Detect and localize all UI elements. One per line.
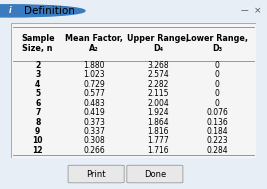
Text: 0.266: 0.266 bbox=[83, 146, 105, 155]
Text: 8: 8 bbox=[35, 118, 40, 126]
Text: 1.880: 1.880 bbox=[84, 61, 105, 70]
Text: 1.023: 1.023 bbox=[83, 70, 105, 79]
Text: 2.574: 2.574 bbox=[147, 70, 169, 79]
Text: 2.282: 2.282 bbox=[147, 80, 169, 89]
Text: 0: 0 bbox=[215, 89, 219, 98]
Text: 1.777: 1.777 bbox=[147, 136, 169, 145]
Text: 1.924: 1.924 bbox=[147, 108, 169, 117]
Circle shape bbox=[0, 5, 85, 17]
Text: Done: Done bbox=[144, 170, 166, 179]
FancyBboxPatch shape bbox=[68, 165, 124, 183]
Text: 10: 10 bbox=[33, 136, 43, 145]
Text: 0.483: 0.483 bbox=[83, 99, 105, 108]
Text: Definition: Definition bbox=[24, 6, 75, 16]
Text: 0.419: 0.419 bbox=[83, 108, 105, 117]
Text: 1.864: 1.864 bbox=[147, 118, 169, 126]
Text: 6: 6 bbox=[35, 99, 40, 108]
Text: 9: 9 bbox=[35, 127, 40, 136]
Text: 0.729: 0.729 bbox=[83, 80, 105, 89]
Text: 0.373: 0.373 bbox=[83, 118, 105, 126]
Text: 0.223: 0.223 bbox=[206, 136, 228, 145]
Text: 1.816: 1.816 bbox=[147, 127, 169, 136]
Text: 3.268: 3.268 bbox=[147, 61, 169, 70]
Text: Sample
Size, n: Sample Size, n bbox=[21, 34, 54, 53]
Text: 2.115: 2.115 bbox=[147, 89, 169, 98]
Text: 4: 4 bbox=[35, 80, 40, 89]
Text: Lower Range,
D₃: Lower Range, D₃ bbox=[186, 34, 248, 53]
Text: Mean Factor,
A₂: Mean Factor, A₂ bbox=[65, 34, 123, 53]
Text: 2.004: 2.004 bbox=[147, 99, 169, 108]
FancyBboxPatch shape bbox=[11, 23, 256, 158]
Text: 0: 0 bbox=[215, 80, 219, 89]
Text: 1.716: 1.716 bbox=[147, 146, 169, 155]
Text: 5: 5 bbox=[35, 89, 40, 98]
Text: 3: 3 bbox=[35, 70, 40, 79]
Text: 0.577: 0.577 bbox=[83, 89, 105, 98]
Text: Upper Range,
D₄: Upper Range, D₄ bbox=[127, 34, 189, 53]
Text: 0: 0 bbox=[215, 70, 219, 79]
Text: 12: 12 bbox=[33, 146, 43, 155]
Text: 0.076: 0.076 bbox=[206, 108, 228, 117]
Text: 0: 0 bbox=[215, 99, 219, 108]
Text: 0.308: 0.308 bbox=[83, 136, 105, 145]
Text: i: i bbox=[9, 6, 11, 15]
Text: Print: Print bbox=[86, 170, 106, 179]
Text: 0.337: 0.337 bbox=[83, 127, 105, 136]
Text: 0.284: 0.284 bbox=[206, 146, 228, 155]
Text: 0: 0 bbox=[215, 61, 219, 70]
Text: 7: 7 bbox=[35, 108, 40, 117]
Text: —: — bbox=[241, 6, 248, 15]
FancyBboxPatch shape bbox=[127, 165, 183, 183]
Text: ×: × bbox=[254, 6, 261, 15]
Text: 0.184: 0.184 bbox=[206, 127, 228, 136]
Text: 2: 2 bbox=[35, 61, 40, 70]
Text: 0.136: 0.136 bbox=[206, 118, 228, 126]
